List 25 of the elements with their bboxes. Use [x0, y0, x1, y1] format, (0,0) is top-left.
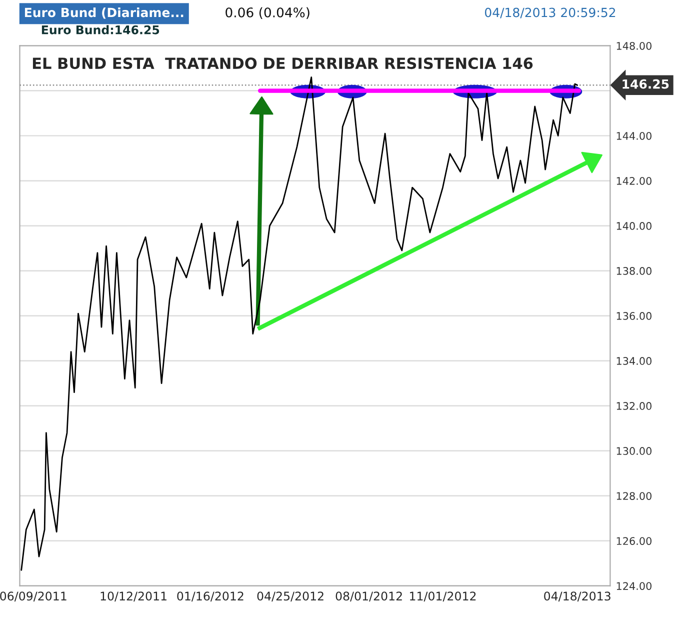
text: Euro Bund (Diariame... — [24, 8, 184, 19]
x-tick-label: 04/25/2012 — [257, 592, 324, 602]
y-tick-label: 138.00 — [616, 267, 652, 275]
text: EL BUND ESTA TRATANDO DE DERRIBAR RESISTENCIA 146 — [32, 58, 533, 70]
y-tick-label: 142.00 — [616, 176, 652, 185]
x-tick-label: 10/12/2011 — [100, 592, 166, 602]
y-tick-label: 144.00 — [616, 132, 652, 140]
x-tick-label: 04/18/2013 — [544, 592, 610, 602]
x-tick-label: 11/01/2012 — [410, 592, 476, 602]
y-tick-label: 124.00 — [616, 582, 652, 590]
y-tick-label: 134.00 — [616, 357, 652, 365]
y-tick-label: 130.00 — [616, 447, 652, 455]
x-tick-label: 06/09/2011 — [0, 592, 66, 602]
y-tick-label: 126.00 — [616, 537, 652, 545]
y-tick-label: 140.00 — [616, 222, 652, 230]
y-tick-label: 128.00 — [616, 492, 652, 500]
y-tick-label: 136.00 — [616, 312, 652, 320]
text: 04/18/2013 20:59:52 — [484, 8, 616, 18]
x-tick-label: 01/16/2012 — [177, 592, 244, 602]
text: 0.06 (0.04%) — [226, 7, 310, 19]
x-tick-label: 08/01/2012 — [336, 592, 402, 602]
y-tick-label: 132.00 — [616, 402, 652, 410]
text: Euro Bund:146.25 — [42, 25, 160, 34]
ref-line-label: 146.25 — [622, 79, 669, 89]
y-tick-label: 148.00 — [616, 42, 652, 50]
